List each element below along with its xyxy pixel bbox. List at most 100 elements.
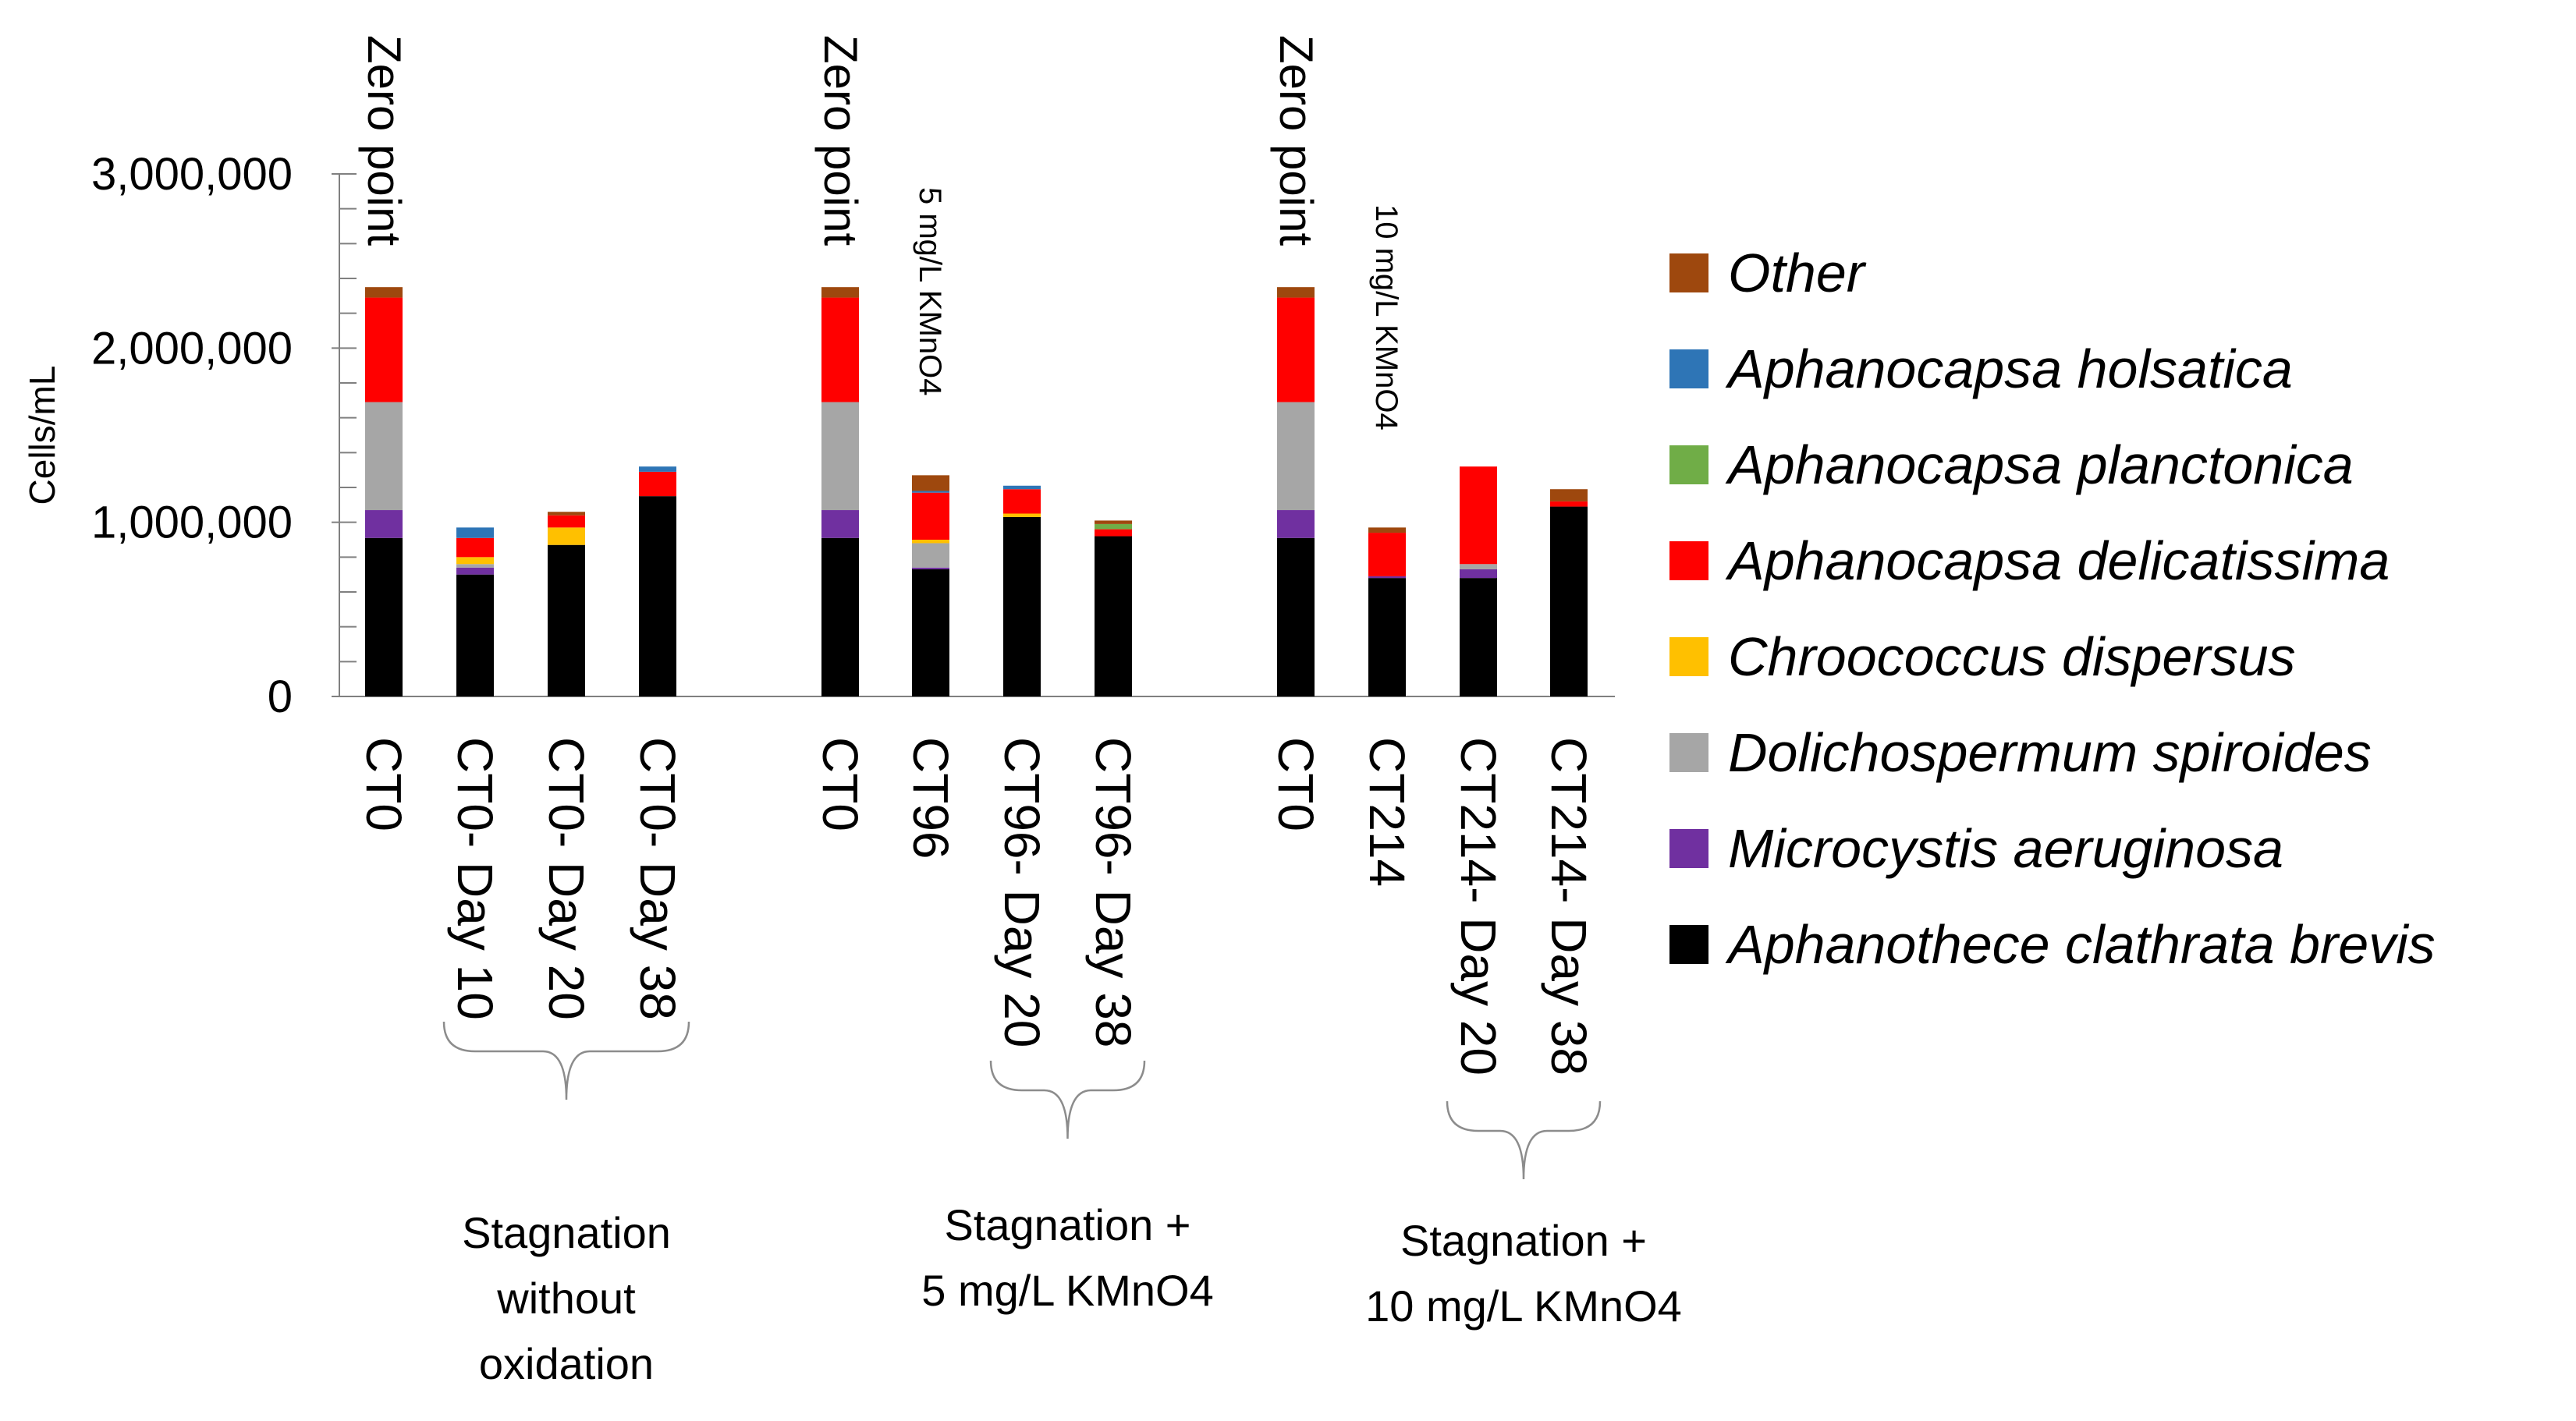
legend-swatch <box>1669 445 1708 484</box>
bar-segment <box>456 567 494 575</box>
legend-label: Aphanocapsa delicatissima <box>1725 530 2390 591</box>
legend-label: Dolichospermum spiroides <box>1728 722 2372 783</box>
bar-segment <box>1003 485 1041 490</box>
bar-segment <box>1460 564 1497 569</box>
group-label: without <box>496 1274 636 1323</box>
annotation-dose: 10 mg/L KMnO4 <box>1369 204 1403 431</box>
bar-segment <box>1277 510 1315 538</box>
legend-swatch <box>1669 637 1708 676</box>
legend-label: Aphanocapsa planctonica <box>1725 434 2354 495</box>
category-label: CT0 <box>1268 737 1324 831</box>
category-label: CT214- Day 38 <box>1541 737 1597 1075</box>
legend-swatch <box>1669 829 1708 868</box>
bar-segment <box>821 287 859 298</box>
category-label: CT0 <box>356 737 412 831</box>
bar-segment <box>821 402 859 511</box>
group-brace <box>1446 1100 1602 1180</box>
annotation-zero-point: Zero point <box>358 35 410 246</box>
legend-swatch <box>1669 253 1708 292</box>
bar-segment <box>912 492 949 540</box>
annotation-zero-point: Zero point <box>814 35 867 246</box>
bar-segment <box>365 537 403 696</box>
bar-segment <box>639 466 676 472</box>
category-label: CT0- Day 38 <box>630 737 686 1020</box>
legend-label: Microcystis aeruginosa <box>1728 818 2283 879</box>
bar-segment <box>1003 489 1041 514</box>
y-tick-label: 2,000,000 <box>91 323 293 374</box>
bar-segment <box>365 402 403 511</box>
bar-segment <box>821 537 859 696</box>
y-tick-label: 0 <box>268 672 293 722</box>
legend-swatch <box>1669 925 1708 964</box>
bar-segment <box>548 544 585 696</box>
legend-swatch <box>1669 541 1708 580</box>
bar-segment <box>1368 533 1406 576</box>
bar-segment <box>1095 529 1132 537</box>
bar-segment <box>365 510 403 538</box>
category-label: CT214 <box>1359 737 1415 887</box>
category-label: CT0 <box>812 737 868 831</box>
bar-segment <box>639 471 676 497</box>
bar-segment <box>1277 297 1315 402</box>
annotations: Zero point Zero point 5 mg/L KMnO4 Zero poi… <box>358 35 1403 431</box>
bar-segment <box>912 543 949 568</box>
y-axis-title: Cells/mL <box>22 366 62 505</box>
bar-segment <box>1460 578 1497 696</box>
group-braces: Stagnation without oxidation Stagnation + 5 … <box>442 1021 1682 1388</box>
group-label: oxidation <box>479 1339 654 1388</box>
bar-segment <box>548 512 585 516</box>
bar-segment <box>1368 527 1406 533</box>
legend-label: Chroococcus dispersus <box>1728 626 2296 687</box>
category-label: CT96- Day 38 <box>1085 737 1141 1047</box>
bar-segment <box>456 557 494 565</box>
legend-label: Other <box>1728 243 1867 303</box>
bar-segment <box>1277 537 1315 696</box>
category-label: CT96- Day 20 <box>994 737 1050 1047</box>
bar-segment <box>456 564 494 568</box>
bar-segment <box>639 496 676 696</box>
category-labels: CT0 CT0- Day 10 CT0- Day 20 CT0- Day 38 CT0 C… <box>356 737 1597 1075</box>
group-label: 5 mg/L KMnO4 <box>921 1266 1214 1315</box>
category-label: CT0- Day 20 <box>538 737 594 1020</box>
bar-segment <box>912 567 949 569</box>
bar-segment <box>1460 466 1497 565</box>
bar-segment <box>1550 489 1588 501</box>
bar-segment <box>912 540 949 544</box>
group-label: Stagnation + <box>944 1200 1190 1249</box>
bar-segment <box>1095 536 1132 696</box>
y-tick-label: 1,000,000 <box>91 498 293 548</box>
bar-segment <box>1095 523 1132 530</box>
bar-segment <box>821 297 859 402</box>
category-label: CT96 <box>903 737 959 859</box>
category-label: CT214- Day 20 <box>1450 737 1506 1075</box>
legend: Other Aphanocapsa holsatica Aphanocapsa pl… <box>1669 243 2436 975</box>
bar-segment <box>912 475 949 491</box>
bar-segment <box>1277 402 1315 511</box>
legend-label: Aphanothece clathrata brevis <box>1725 914 2436 975</box>
bar-segment <box>456 527 494 538</box>
bar-segment <box>365 297 403 402</box>
legend-label: Aphanocapsa holsatica <box>1725 338 2293 399</box>
bar-segment <box>912 491 949 493</box>
bar-segment <box>1550 506 1588 696</box>
y-tick-label: 3,000,000 <box>91 149 293 200</box>
bar-segment <box>1368 578 1406 696</box>
bar-segment <box>1550 501 1588 507</box>
bars <box>365 287 1588 696</box>
bar-segment <box>1460 569 1497 579</box>
group-brace <box>989 1060 1146 1139</box>
bar-segment <box>548 527 585 545</box>
legend-swatch <box>1669 733 1708 772</box>
bar-segment <box>821 510 859 538</box>
group-label: 10 mg/L KMnO4 <box>1365 1281 1682 1331</box>
bar-segment <box>1003 513 1041 517</box>
axes: 0 1,000,000 2,000,000 3,000,000 Cells/mL <box>22 149 1615 722</box>
bar-segment <box>456 574 494 696</box>
annotation-dose: 5 mg/L KMnO4 <box>913 187 947 396</box>
bar-segment <box>365 287 403 298</box>
bar-segment <box>1277 287 1315 298</box>
bar-segment <box>1368 576 1406 579</box>
annotation-zero-point: Zero point <box>1270 35 1322 246</box>
